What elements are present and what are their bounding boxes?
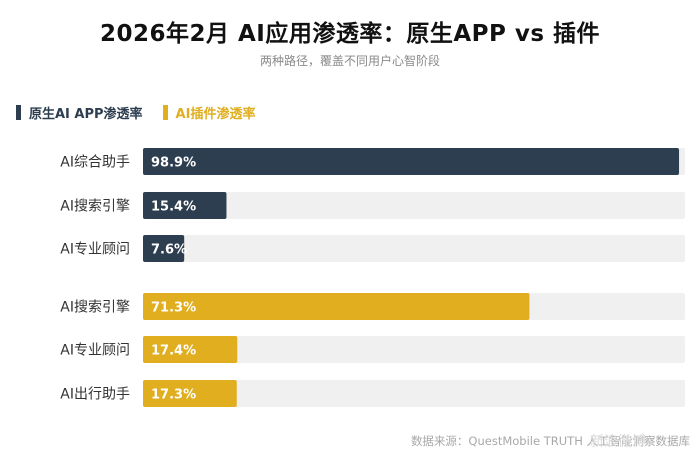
data-label: 98.9% [151, 156, 196, 171]
data-label: 15.4% [151, 200, 196, 215]
data-label: 17.4% [151, 344, 196, 359]
bar-track [143, 192, 685, 219]
legend-swatch-native [16, 104, 21, 120]
chart-title: 2026年2月 AI应用渗透率：原生APP vs 插件 [99, 21, 601, 47]
category-label: AI搜索引擎 [60, 299, 130, 316]
bar-plugin-0 [143, 293, 530, 320]
legend: 原生AI APP渗透率 AI插件渗透率 [16, 103, 256, 122]
category-label: AI专业顾问 [60, 343, 130, 359]
category-label: AI搜索引擎 [60, 198, 130, 215]
bar-track [143, 235, 685, 262]
legend-swatch-plugin [162, 104, 168, 120]
bar-native-1 [143, 192, 227, 219]
chart-subtitle: 两种路径，覆盖不同用户心智阶段 [259, 54, 440, 68]
data-label: 71.3% [151, 301, 196, 316]
data-source: 数据来源：QuestMobile TRUTH 人工智能洞察数据库 [410, 434, 690, 448]
legend-item-plugin: AI插件渗透率 [162, 103, 256, 122]
data-label: 17.3% [151, 388, 196, 403]
bar-plugin-1 [143, 336, 238, 363]
legend-label-plugin: AI插件渗透率 [175, 106, 256, 122]
category-label: AI出行助手 [60, 387, 130, 403]
bar-plugin-2 [143, 380, 237, 407]
legend-label-native: 原生AI APP渗透率 [29, 106, 143, 122]
data-label: 7.6% [151, 243, 187, 258]
legend-item-native: 原生AI APP渗透率 [16, 103, 143, 122]
category-label: AI综合助手 [60, 155, 130, 171]
bar-track [143, 380, 685, 407]
bar-native-0 [143, 148, 680, 175]
category-label: AI专业顾问 [60, 242, 130, 258]
bar-native-2 [143, 235, 185, 262]
watermark: 新浪微博 [590, 434, 646, 450]
bar-track [143, 336, 685, 363]
